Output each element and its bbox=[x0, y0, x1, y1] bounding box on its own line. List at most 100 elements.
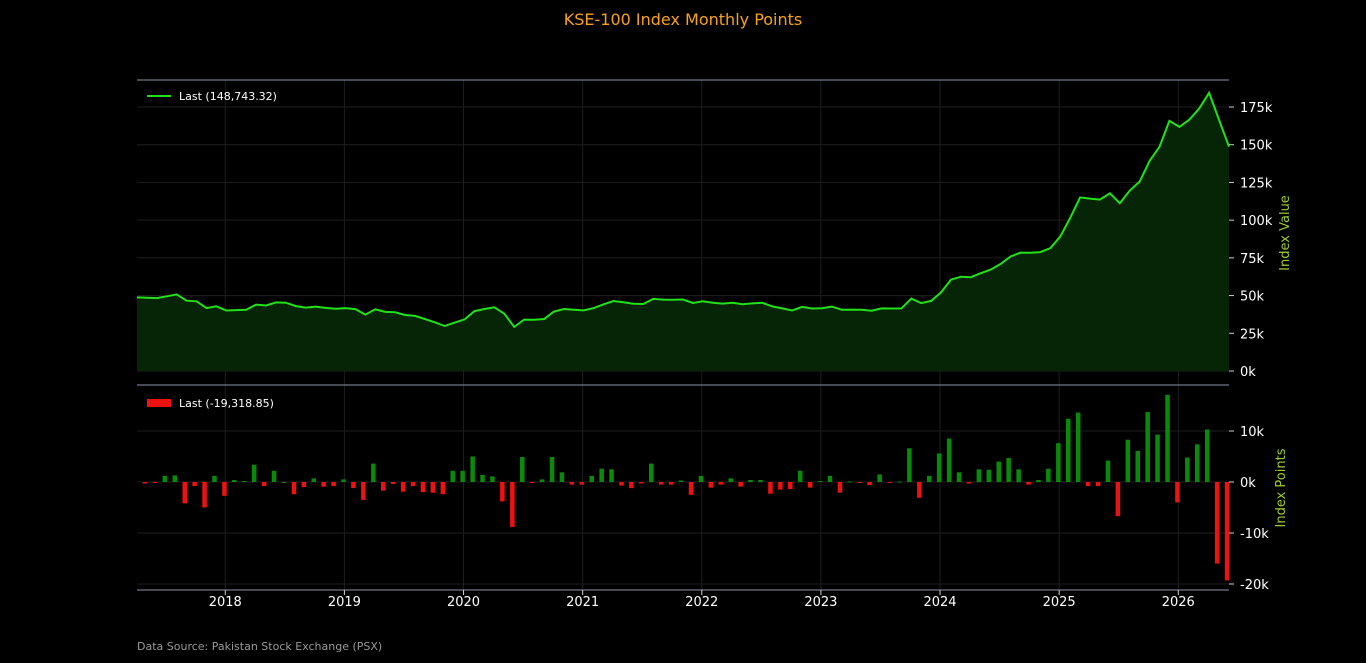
monthly-change-bar bbox=[847, 481, 853, 483]
monthly-change-bar bbox=[1075, 412, 1081, 482]
monthly-change-bar bbox=[976, 469, 982, 483]
monthly-change-bar bbox=[659, 482, 664, 485]
monthly-change-bar bbox=[1105, 460, 1111, 482]
xtick-label: 2026 bbox=[1162, 595, 1195, 610]
ytick-label: 150k bbox=[1240, 139, 1273, 154]
monthly-change-bar bbox=[907, 448, 912, 482]
monthly-change-bar bbox=[341, 479, 346, 482]
data-source-note: Data Source: Pakistan Stock Exchange (PS… bbox=[137, 640, 383, 653]
monthly-change-bar bbox=[351, 482, 356, 489]
monthly-change-bar bbox=[1224, 482, 1230, 581]
monthly-change-bar bbox=[996, 461, 1001, 482]
monthly-change-bar bbox=[261, 482, 267, 487]
monthly-change-bar bbox=[917, 482, 922, 498]
monthly-change-bar bbox=[1195, 444, 1200, 482]
monthly-change-bar bbox=[758, 480, 763, 482]
monthly-change-bar bbox=[490, 476, 495, 482]
monthly-change-bar bbox=[649, 463, 654, 482]
ytick-label: 10k bbox=[1240, 425, 1265, 440]
monthly-change-bar bbox=[222, 482, 227, 496]
monthly-change-bar bbox=[708, 482, 714, 488]
monthly-change-bar bbox=[956, 472, 962, 482]
monthly-change-bar bbox=[579, 482, 584, 485]
monthly-change-bar bbox=[500, 482, 505, 502]
chart-title: KSE-100 Index Monthly Points bbox=[563, 10, 803, 29]
monthly-change-bar bbox=[619, 482, 624, 486]
xtick-label: 2020 bbox=[447, 595, 480, 610]
monthly-change-bar bbox=[1046, 468, 1051, 482]
monthly-change-bar bbox=[966, 482, 972, 484]
monthly-change-bar bbox=[549, 457, 555, 482]
monthly-change-bar bbox=[857, 482, 862, 483]
monthly-change-bar bbox=[510, 482, 515, 527]
monthly-change-bar bbox=[440, 482, 446, 495]
legend-label: Last (148,743.32) bbox=[179, 90, 277, 103]
monthly-change-bar bbox=[232, 480, 237, 482]
monthly-change-bar bbox=[142, 482, 148, 484]
monthly-change-bar bbox=[1115, 482, 1121, 517]
monthly-change-bar bbox=[1175, 482, 1180, 503]
monthly-change-bar bbox=[778, 482, 783, 490]
monthly-change-bar bbox=[559, 472, 565, 482]
monthly-change-bar bbox=[1036, 480, 1041, 482]
monthly-change-bar bbox=[877, 474, 882, 482]
monthly-change-bar bbox=[748, 480, 753, 482]
ytick-label: -20k bbox=[1240, 578, 1269, 593]
ytick-label: 125k bbox=[1240, 176, 1273, 191]
legend-label: Last (-19,318.85) bbox=[179, 397, 274, 410]
monthly-change-bar bbox=[599, 468, 604, 482]
monthly-change-bar bbox=[400, 482, 406, 492]
monthly-change-bar bbox=[569, 482, 575, 485]
monthly-change-bar bbox=[1185, 457, 1190, 482]
monthly-change-bar bbox=[1095, 482, 1101, 487]
monthly-change-bar bbox=[470, 456, 475, 482]
index-value-panel: Mettis Global News0k25k50k75k100k125k150… bbox=[136, 79, 1293, 385]
monthly-change-bar bbox=[589, 475, 594, 482]
monthly-change-bar bbox=[321, 482, 326, 487]
monthly-change-bar bbox=[728, 478, 733, 482]
legend-swatch-bar bbox=[147, 399, 171, 407]
index-area-fill bbox=[137, 92, 1229, 372]
monthly-change-bar bbox=[520, 457, 525, 482]
ytick-label: -10k bbox=[1240, 527, 1269, 542]
xtick-label: 2023 bbox=[804, 595, 837, 610]
monthly-change-bar bbox=[291, 482, 297, 495]
ytick-label: 25k bbox=[1240, 327, 1265, 342]
y-axis-label: Index Value bbox=[1278, 195, 1293, 271]
monthly-change-bar bbox=[1016, 469, 1021, 483]
monthly-change-bar bbox=[1155, 434, 1160, 482]
monthly-change-bar bbox=[897, 481, 902, 483]
monthly-change-bar bbox=[1066, 418, 1071, 482]
monthly-change-bar bbox=[986, 469, 992, 482]
ytick-label: 100k bbox=[1240, 214, 1273, 229]
monthly-change-bar bbox=[460, 470, 465, 482]
y-axis-label: Index Points bbox=[1274, 448, 1289, 527]
monthly-change-bar bbox=[1145, 412, 1150, 482]
monthly-points-panel: -20k -10k 0k 10k Index Points Last (-19,318.8… bbox=[137, 384, 1289, 610]
monthly-change-bar bbox=[798, 470, 803, 482]
monthly-change-bar bbox=[1085, 482, 1091, 487]
monthly-change-bar bbox=[738, 482, 743, 487]
monthly-change-bar bbox=[301, 482, 307, 488]
monthly-change-bar bbox=[688, 482, 694, 495]
monthly-change-bar bbox=[281, 482, 287, 483]
xtick-label: 2018 bbox=[209, 595, 242, 610]
monthly-change-bar bbox=[450, 470, 455, 482]
monthly-change-bar bbox=[251, 464, 257, 482]
monthly-change-bar bbox=[202, 482, 207, 508]
monthly-change-bar bbox=[887, 482, 892, 483]
monthly-change-bar bbox=[668, 482, 674, 485]
xtick-label: 2019 bbox=[328, 595, 361, 610]
monthly-change-bar bbox=[371, 463, 376, 482]
monthly-change-bar bbox=[936, 453, 942, 482]
monthly-change-bar bbox=[192, 482, 197, 487]
monthly-change-bar bbox=[480, 474, 485, 482]
monthly-change-bar bbox=[430, 482, 436, 493]
monthly-change-bar bbox=[1006, 458, 1011, 482]
monthly-change-bar bbox=[1205, 429, 1210, 482]
ytick-label: 175k bbox=[1240, 101, 1273, 116]
ytick-label: 75k bbox=[1240, 252, 1265, 267]
monthly-change-bar bbox=[768, 482, 773, 494]
xtick-label: 2024 bbox=[923, 595, 956, 610]
